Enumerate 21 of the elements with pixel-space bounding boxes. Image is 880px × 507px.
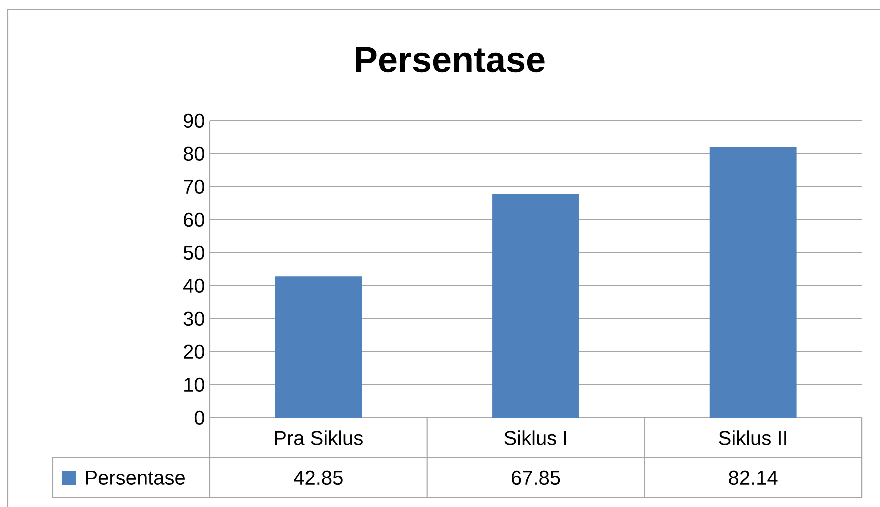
y-tick-label: 20 [184, 344, 204, 360]
y-tick-label: 60 [184, 212, 204, 228]
y-tick-label: 80 [184, 146, 204, 162]
legend-label: Persentase [86, 471, 185, 485]
x-tick-label: Siklus I [504, 430, 566, 446]
bar [710, 146, 797, 418]
y-tick-label: 10 [184, 378, 204, 392]
y-tick-label: 90 [184, 114, 204, 128]
data-label: 67.85 [512, 470, 560, 486]
y-tick-label: 50 [184, 246, 204, 260]
data-label: 82.14 [729, 470, 778, 486]
y-tick-label: 30 [184, 312, 204, 326]
bar [492, 194, 580, 418]
bar [275, 276, 362, 418]
y-tick-label: 40 [184, 278, 204, 294]
data-label: 42.85 [294, 470, 343, 486]
y-tick-label: 0 [194, 410, 205, 426]
x-tick-label: Siklus II [719, 430, 786, 446]
x-tick-label: Pra Siklus [275, 430, 363, 446]
chart-title: Persentase [356, 47, 545, 73]
y-tick-label: 70 [184, 180, 204, 194]
